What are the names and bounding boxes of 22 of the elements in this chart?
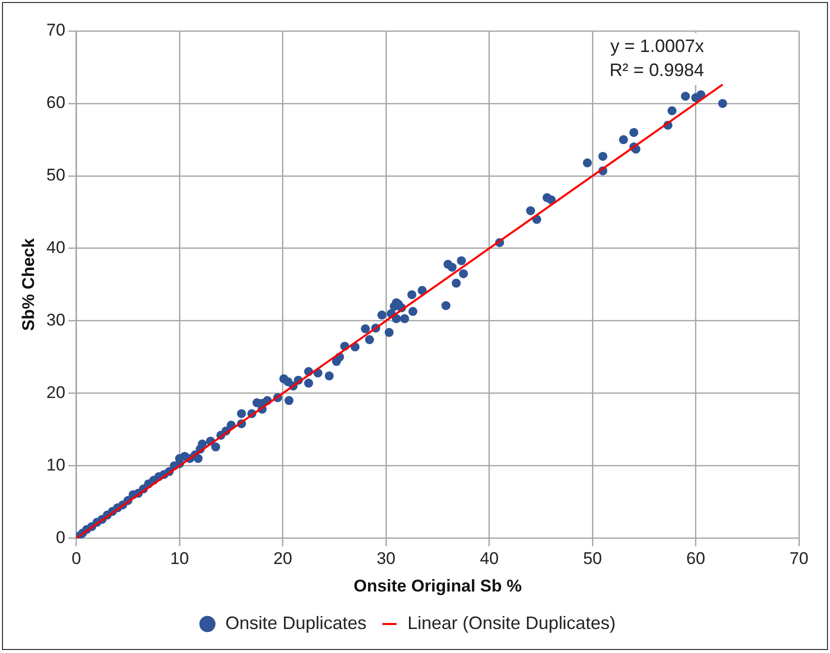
y-tick-label: 40	[46, 238, 66, 258]
y-tick-label: 50	[46, 166, 66, 185]
y-tick-label: 30	[46, 310, 66, 330]
x-axis-title: Onsite Original Sb %	[354, 576, 522, 596]
y-axis-title: Sb% Check	[18, 238, 38, 331]
y-tick-label: 20	[46, 382, 66, 402]
x-tick-label: 60	[686, 549, 706, 568]
y-tick-label: 0	[56, 528, 66, 547]
legend-label: Linear (Onsite Duplicates)	[407, 612, 616, 633]
x-tick-label: 0	[72, 549, 82, 568]
y-tick-label: 70	[46, 20, 66, 40]
x-tick-label: 40	[480, 549, 499, 568]
y-tick-label: 60	[46, 93, 66, 112]
x-tick-label: 10	[170, 549, 190, 568]
y-tick-label: 10	[46, 455, 66, 474]
x-tick-label: 30	[376, 549, 396, 568]
x-tick-label: 70	[790, 549, 808, 568]
annotation: y = 1.0007x	[610, 36, 704, 56]
x-tick-label: 20	[273, 549, 292, 568]
x-tick-label: 50	[583, 549, 602, 568]
legend-label: Onsite Duplicates	[225, 612, 366, 633]
annotation: R² = 0.9984	[609, 60, 704, 80]
